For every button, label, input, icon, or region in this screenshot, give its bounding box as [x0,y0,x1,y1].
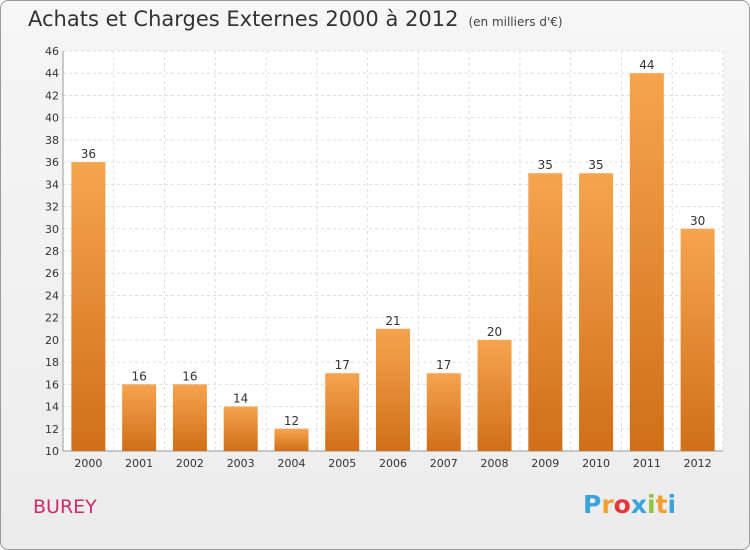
y-tick-label: 46 [45,45,59,58]
data-label: 30 [690,214,705,228]
y-tick-label: 34 [45,178,59,191]
y-tick-label: 22 [45,312,59,325]
logo-letter: o [613,490,631,519]
y-tick-label: 44 [45,67,59,80]
x-tick-label: 2006 [379,457,407,470]
data-label: 14 [233,392,248,406]
x-tick-label: 2008 [481,457,509,470]
logo-letter: x [630,490,647,519]
y-tick-label: 10 [45,445,59,458]
y-tick-label: 36 [45,156,59,169]
data-label: 21 [385,314,400,328]
bar [71,162,106,451]
bar [376,328,410,451]
data-label: 12 [284,414,299,428]
y-tick-label: 26 [45,267,59,280]
logo-letter: r [601,490,614,519]
data-label: 17 [436,358,451,372]
title-text: Achats et Charges Externes 2000 à 2012 [28,7,459,31]
bar [172,384,207,451]
y-tick-label: 20 [45,334,59,347]
x-tick-label: 2005 [328,457,356,470]
unit-label: (en milliers d'€) [468,15,563,29]
x-tick-label: 2003 [227,457,255,470]
x-tick-label: 2000 [74,457,102,470]
data-label: 20 [487,325,502,339]
y-tick-label: 32 [45,201,59,214]
commune-name: BUREY [33,496,97,518]
logo-letter: P [583,490,602,519]
data-label: 35 [588,158,603,172]
y-tick-label: 12 [45,423,59,436]
bar [223,406,258,451]
x-tick-label: 2011 [633,457,661,470]
bar [325,373,360,451]
x-tick-label: 2007 [430,457,458,470]
bar [528,173,563,451]
logo-letter: t [655,490,668,519]
y-tick-label: 28 [45,245,59,258]
x-tick-label: 2002 [176,457,204,470]
bar [579,173,614,451]
data-label: 35 [538,158,553,172]
y-tick-label: 30 [45,223,59,236]
y-tick-label: 16 [45,378,59,391]
bar [122,384,157,451]
proxiti-logo: Proxiti [583,490,676,519]
bar [274,428,309,451]
y-tick-label: 38 [45,134,59,147]
data-label: 17 [335,358,350,372]
bar [629,73,664,451]
y-tick-label: 40 [45,112,59,125]
data-label: 16 [132,369,147,383]
chart-title: Achats et Charges Externes 2000 à 2012 (e… [28,7,563,31]
x-tick-label: 2012 [684,457,712,470]
y-tick-label: 18 [45,356,59,369]
x-tick-label: 2010 [582,457,610,470]
data-label: 16 [182,369,197,383]
data-label: 36 [81,147,96,161]
y-tick-label: 42 [45,89,59,102]
data-label: 44 [639,58,654,72]
x-tick-label: 2001 [125,457,153,470]
bar [680,228,715,451]
x-tick-label: 2009 [531,457,559,470]
logo-letter: i [667,490,677,519]
logo-letter: i [647,490,656,519]
y-tick-label: 24 [45,289,59,302]
bar [426,373,461,451]
x-tick-label: 2004 [277,457,305,470]
y-tick-label: 14 [45,401,59,414]
bar [477,339,512,451]
